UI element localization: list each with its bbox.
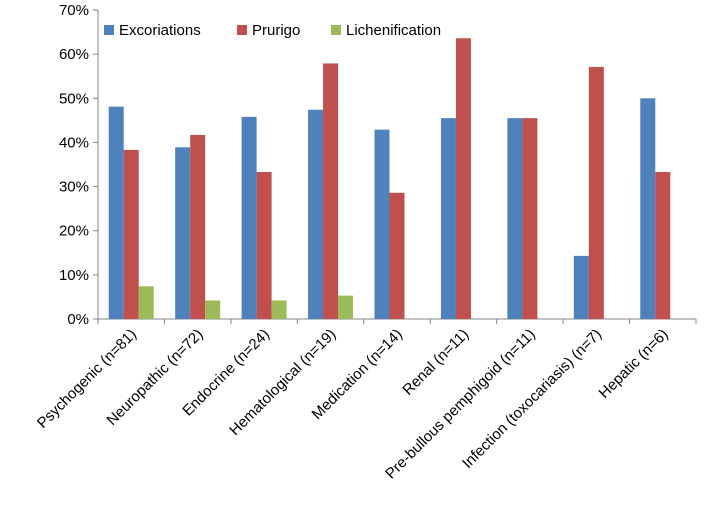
y-tick-label: 60% xyxy=(59,46,89,63)
bar-prurigo xyxy=(256,172,272,319)
x-axis-category-labels: Psychogenic (n=81)Neuropathic (n=72)Endo… xyxy=(34,326,672,483)
y-tick-label: 10% xyxy=(59,267,89,284)
y-tick-label: 40% xyxy=(59,134,89,151)
bar-excoriations xyxy=(507,118,523,320)
bar-prurigo xyxy=(323,63,339,319)
legend-label: Prurigo xyxy=(252,22,300,39)
bar-excoriations xyxy=(308,109,324,320)
bar-prurigo xyxy=(522,118,538,320)
y-tick-label: 30% xyxy=(59,179,89,196)
bar-lichenification xyxy=(205,300,221,319)
legend: Excoriations Prurigo Lichenification xyxy=(104,22,441,39)
legend-label: Lichenification xyxy=(346,22,441,39)
bar-prurigo xyxy=(389,192,405,319)
bar-prurigo xyxy=(455,38,471,319)
legend-swatch xyxy=(104,25,114,35)
bar-lichenification xyxy=(271,300,287,319)
legend-item-excoriations: Excoriations xyxy=(104,22,201,39)
bar-lichenification xyxy=(138,286,154,319)
y-tick-label: 0% xyxy=(67,311,89,328)
y-tick-label: 20% xyxy=(59,223,89,240)
y-axis-tick-labels: 0% 10% 20% 30% 40% 50% 60% 70% xyxy=(59,2,89,328)
bar-excoriations xyxy=(374,129,390,319)
x-category-label: Hepatic (n=6) xyxy=(596,326,672,402)
bar-excoriations xyxy=(640,98,656,320)
legend-swatch xyxy=(331,25,341,35)
bar-excoriations xyxy=(241,116,257,319)
bar-prurigo xyxy=(190,134,206,319)
bar-prurigo xyxy=(123,149,139,319)
bar-prurigo xyxy=(655,172,671,319)
bars xyxy=(108,38,671,320)
legend-label: Excoriations xyxy=(119,22,201,39)
x-category-label: Renal (n=11) xyxy=(399,326,472,399)
x-category-label: Infection (toxocariasis) (n=7) xyxy=(459,326,605,472)
legend-item-lichenification: Lichenification xyxy=(331,22,441,39)
bar-lichenification xyxy=(338,295,354,319)
legend-swatch xyxy=(237,25,247,35)
bar-excoriations xyxy=(440,118,456,320)
bar-excoriations xyxy=(573,255,589,319)
bar-excoriations xyxy=(175,147,191,319)
y-tick-label: 70% xyxy=(59,2,89,19)
y-tick-label: 50% xyxy=(59,90,89,107)
bar-prurigo xyxy=(588,66,604,320)
legend-item-prurigo: Prurigo xyxy=(237,22,300,39)
bar-excoriations xyxy=(108,106,124,320)
